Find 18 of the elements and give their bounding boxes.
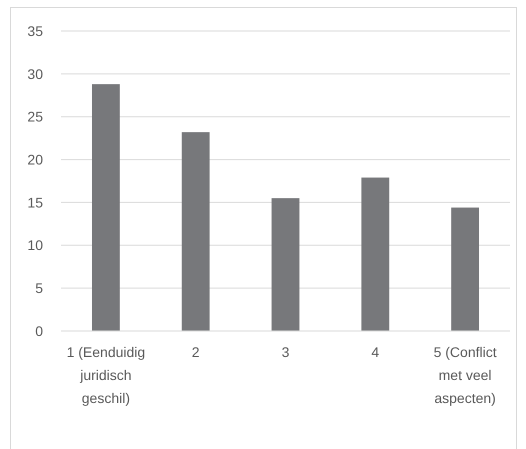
x-tick-label: 3 xyxy=(282,344,290,360)
bar xyxy=(272,198,300,331)
y-tick-label: 15 xyxy=(27,194,44,210)
x-tick-label: 2 xyxy=(192,344,200,360)
y-tick-label: 35 xyxy=(27,22,44,39)
bar xyxy=(361,178,390,331)
bar xyxy=(182,132,210,331)
x-tick-label: 1 (Eenduidig juridisch geschil) xyxy=(66,344,146,406)
y-tick-label: 30 xyxy=(27,66,44,82)
x-tick-label: 4 xyxy=(371,344,380,360)
bar xyxy=(92,84,120,331)
y-tick-label: 25 xyxy=(27,108,44,125)
bar xyxy=(451,208,480,331)
y-tick-label: 10 xyxy=(27,237,44,254)
y-tick-label: 0 xyxy=(35,322,44,339)
y-tick-label: 5 xyxy=(35,280,44,296)
y-tick-label: 20 xyxy=(27,151,44,168)
x-tick-label: 5 (Conflict met veel aspecten) xyxy=(434,344,497,406)
